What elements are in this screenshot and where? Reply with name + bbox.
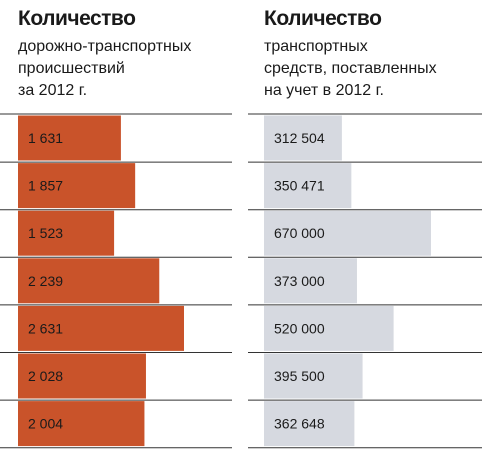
vehicles-title: Количество	[264, 7, 382, 30]
accidents-bar	[18, 258, 160, 304]
vehicles-bar	[264, 353, 363, 399]
accidents-value-label: 2 028	[28, 368, 63, 384]
vehicles-bar	[264, 210, 431, 256]
accidents-value-label: 2 004	[28, 416, 63, 432]
accidents-bar	[18, 305, 184, 351]
vehicles-bar	[264, 401, 355, 447]
vehicles-value-label: 395 500	[274, 368, 325, 384]
vehicles-value-label: 362 648	[274, 416, 325, 432]
accidents-bar	[18, 163, 136, 209]
accidents-subtitle: дорожно-транспортных происшествий за 201…	[18, 38, 192, 99]
vehicles-bar	[264, 258, 357, 304]
vehicles-bar	[264, 163, 352, 209]
accidents-value-label: 1 523	[28, 225, 63, 241]
vehicles-bar	[264, 115, 342, 161]
accidents-value-label: 1 631	[28, 130, 63, 146]
vehicles-value-label: 373 000	[274, 273, 325, 289]
accidents-value-label: 1 857	[28, 178, 63, 194]
vehicles-value-label: 350 471	[274, 178, 325, 194]
accidents-value-label: 2 631	[28, 320, 63, 336]
accidents-title: Количество	[18, 7, 136, 30]
vehicles-value-label: 670 000	[274, 225, 325, 241]
vehicles-value-label: 312 504	[274, 130, 325, 146]
accidents-bar	[18, 353, 146, 399]
accidents-value-label: 2 239	[28, 273, 63, 289]
accidents-bar	[18, 115, 121, 161]
vehicles-bar	[264, 305, 394, 351]
vehicles-value-label: 520 000	[274, 320, 325, 336]
accidents-bar	[18, 210, 115, 256]
vehicles-subtitle: транспортных средств, поставленных на уч…	[264, 38, 437, 99]
accidents-bar	[18, 401, 145, 447]
